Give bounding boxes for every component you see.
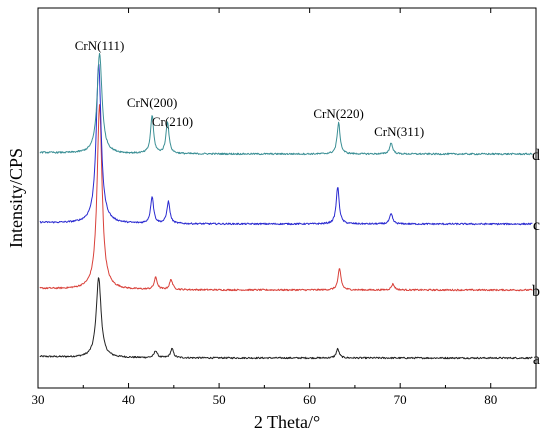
trace-c [39,64,533,226]
annotation-cr210: Cr(210) [152,114,193,129]
x-tick-label-70: 70 [394,392,407,407]
annotation-crn220: CrN(220) [313,106,364,121]
series-label-b: b [532,283,540,300]
x-axis-title: 2 Theta/° [254,412,320,432]
x-tick-label-40: 40 [122,392,135,407]
trace-a [39,277,533,360]
plot-frame [37,7,537,389]
x-axis-ticks: 30 40 50 60 70 80 [32,8,537,407]
series-traces [39,52,533,360]
y-axis-title: Intensity/CPS [6,148,26,248]
series-labels: a b c d [532,147,540,368]
x-tick-label-80: 80 [484,392,497,407]
x-tick-label-30: 30 [32,392,45,407]
peak-annotations: CrN(111) CrN(200) Cr(210) CrN(220) CrN(311) [75,38,424,139]
annotation-crn200: CrN(200) [127,95,178,110]
trace-d [39,52,533,156]
trace-b [39,104,533,292]
annotation-crn311: CrN(311) [374,124,424,139]
x-tick-label-60: 60 [303,392,316,407]
x-tick-label-50: 50 [213,392,226,407]
series-label-c: c [533,217,540,234]
series-label-d: d [532,147,540,164]
annotation-crn111: CrN(111) [75,38,125,53]
series-label-a: a [533,351,540,368]
